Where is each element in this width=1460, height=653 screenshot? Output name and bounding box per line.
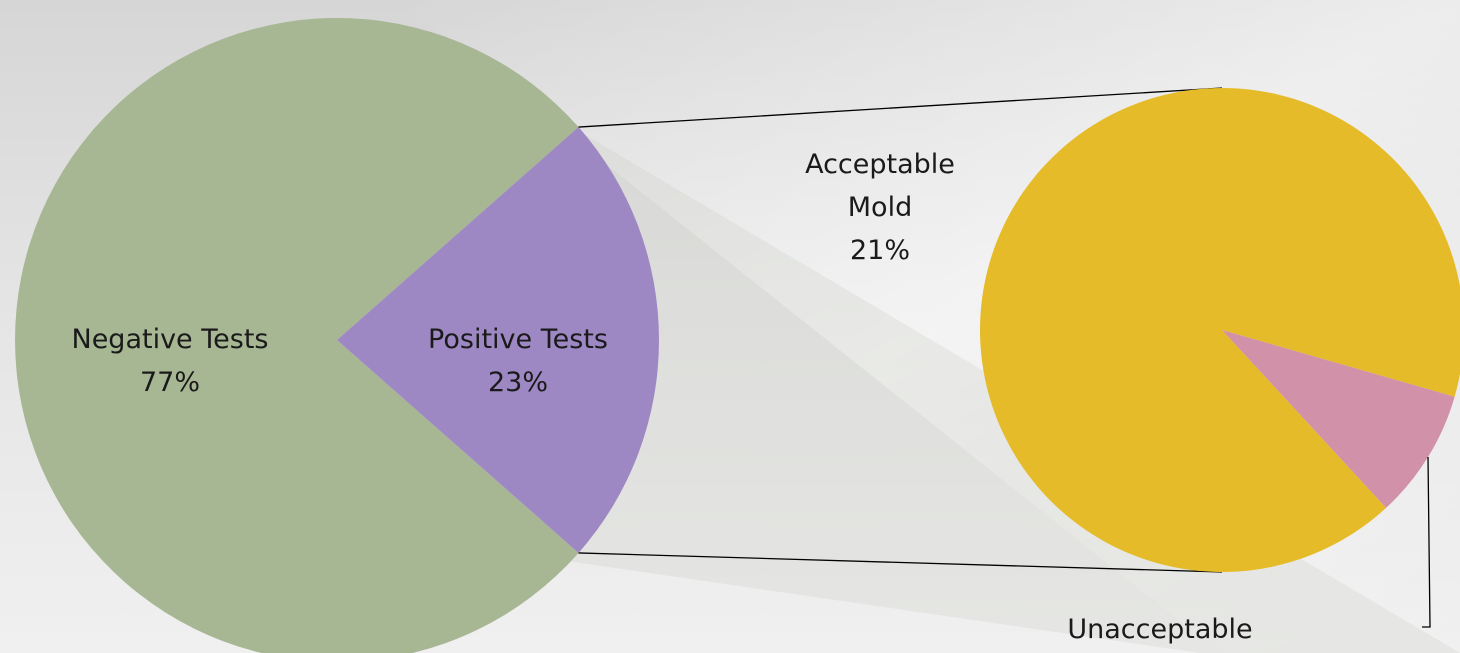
connector-line (578, 552, 1223, 573)
label-text: 23% (487, 367, 548, 398)
pie-slice (980, 88, 1460, 572)
data-label: Positive Tests 23% (428, 318, 608, 404)
pie-slice (1222, 330, 1455, 508)
label-text: Negative Tests (71, 324, 269, 355)
connector-line (578, 87, 1223, 128)
data-label: Negative Tests 77% (72, 318, 269, 404)
data-label: Unacceptable (1067, 608, 1252, 651)
pie-slice (337, 127, 659, 553)
label-text: 77% (139, 367, 200, 398)
label-text: Unacceptable (1067, 614, 1253, 645)
pie-slice (15, 18, 579, 653)
label-text: Acceptable Mold (805, 149, 955, 223)
leader-line (1422, 456, 1431, 628)
label-text: 21% (849, 235, 910, 266)
label-text: Positive Tests (428, 324, 608, 355)
data-label: Acceptable Mold 21% (795, 143, 965, 272)
